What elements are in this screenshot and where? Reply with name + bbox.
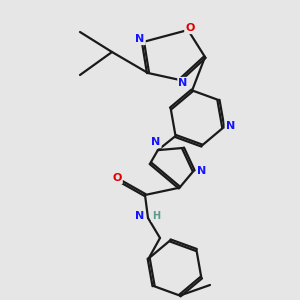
Text: N: N [135,34,145,44]
Text: N: N [151,137,160,147]
Text: N: N [135,211,145,221]
Text: N: N [178,78,188,88]
Text: N: N [226,121,235,130]
Text: H: H [152,211,160,221]
Text: O: O [112,173,122,183]
Text: N: N [197,166,206,176]
Text: O: O [185,23,195,33]
